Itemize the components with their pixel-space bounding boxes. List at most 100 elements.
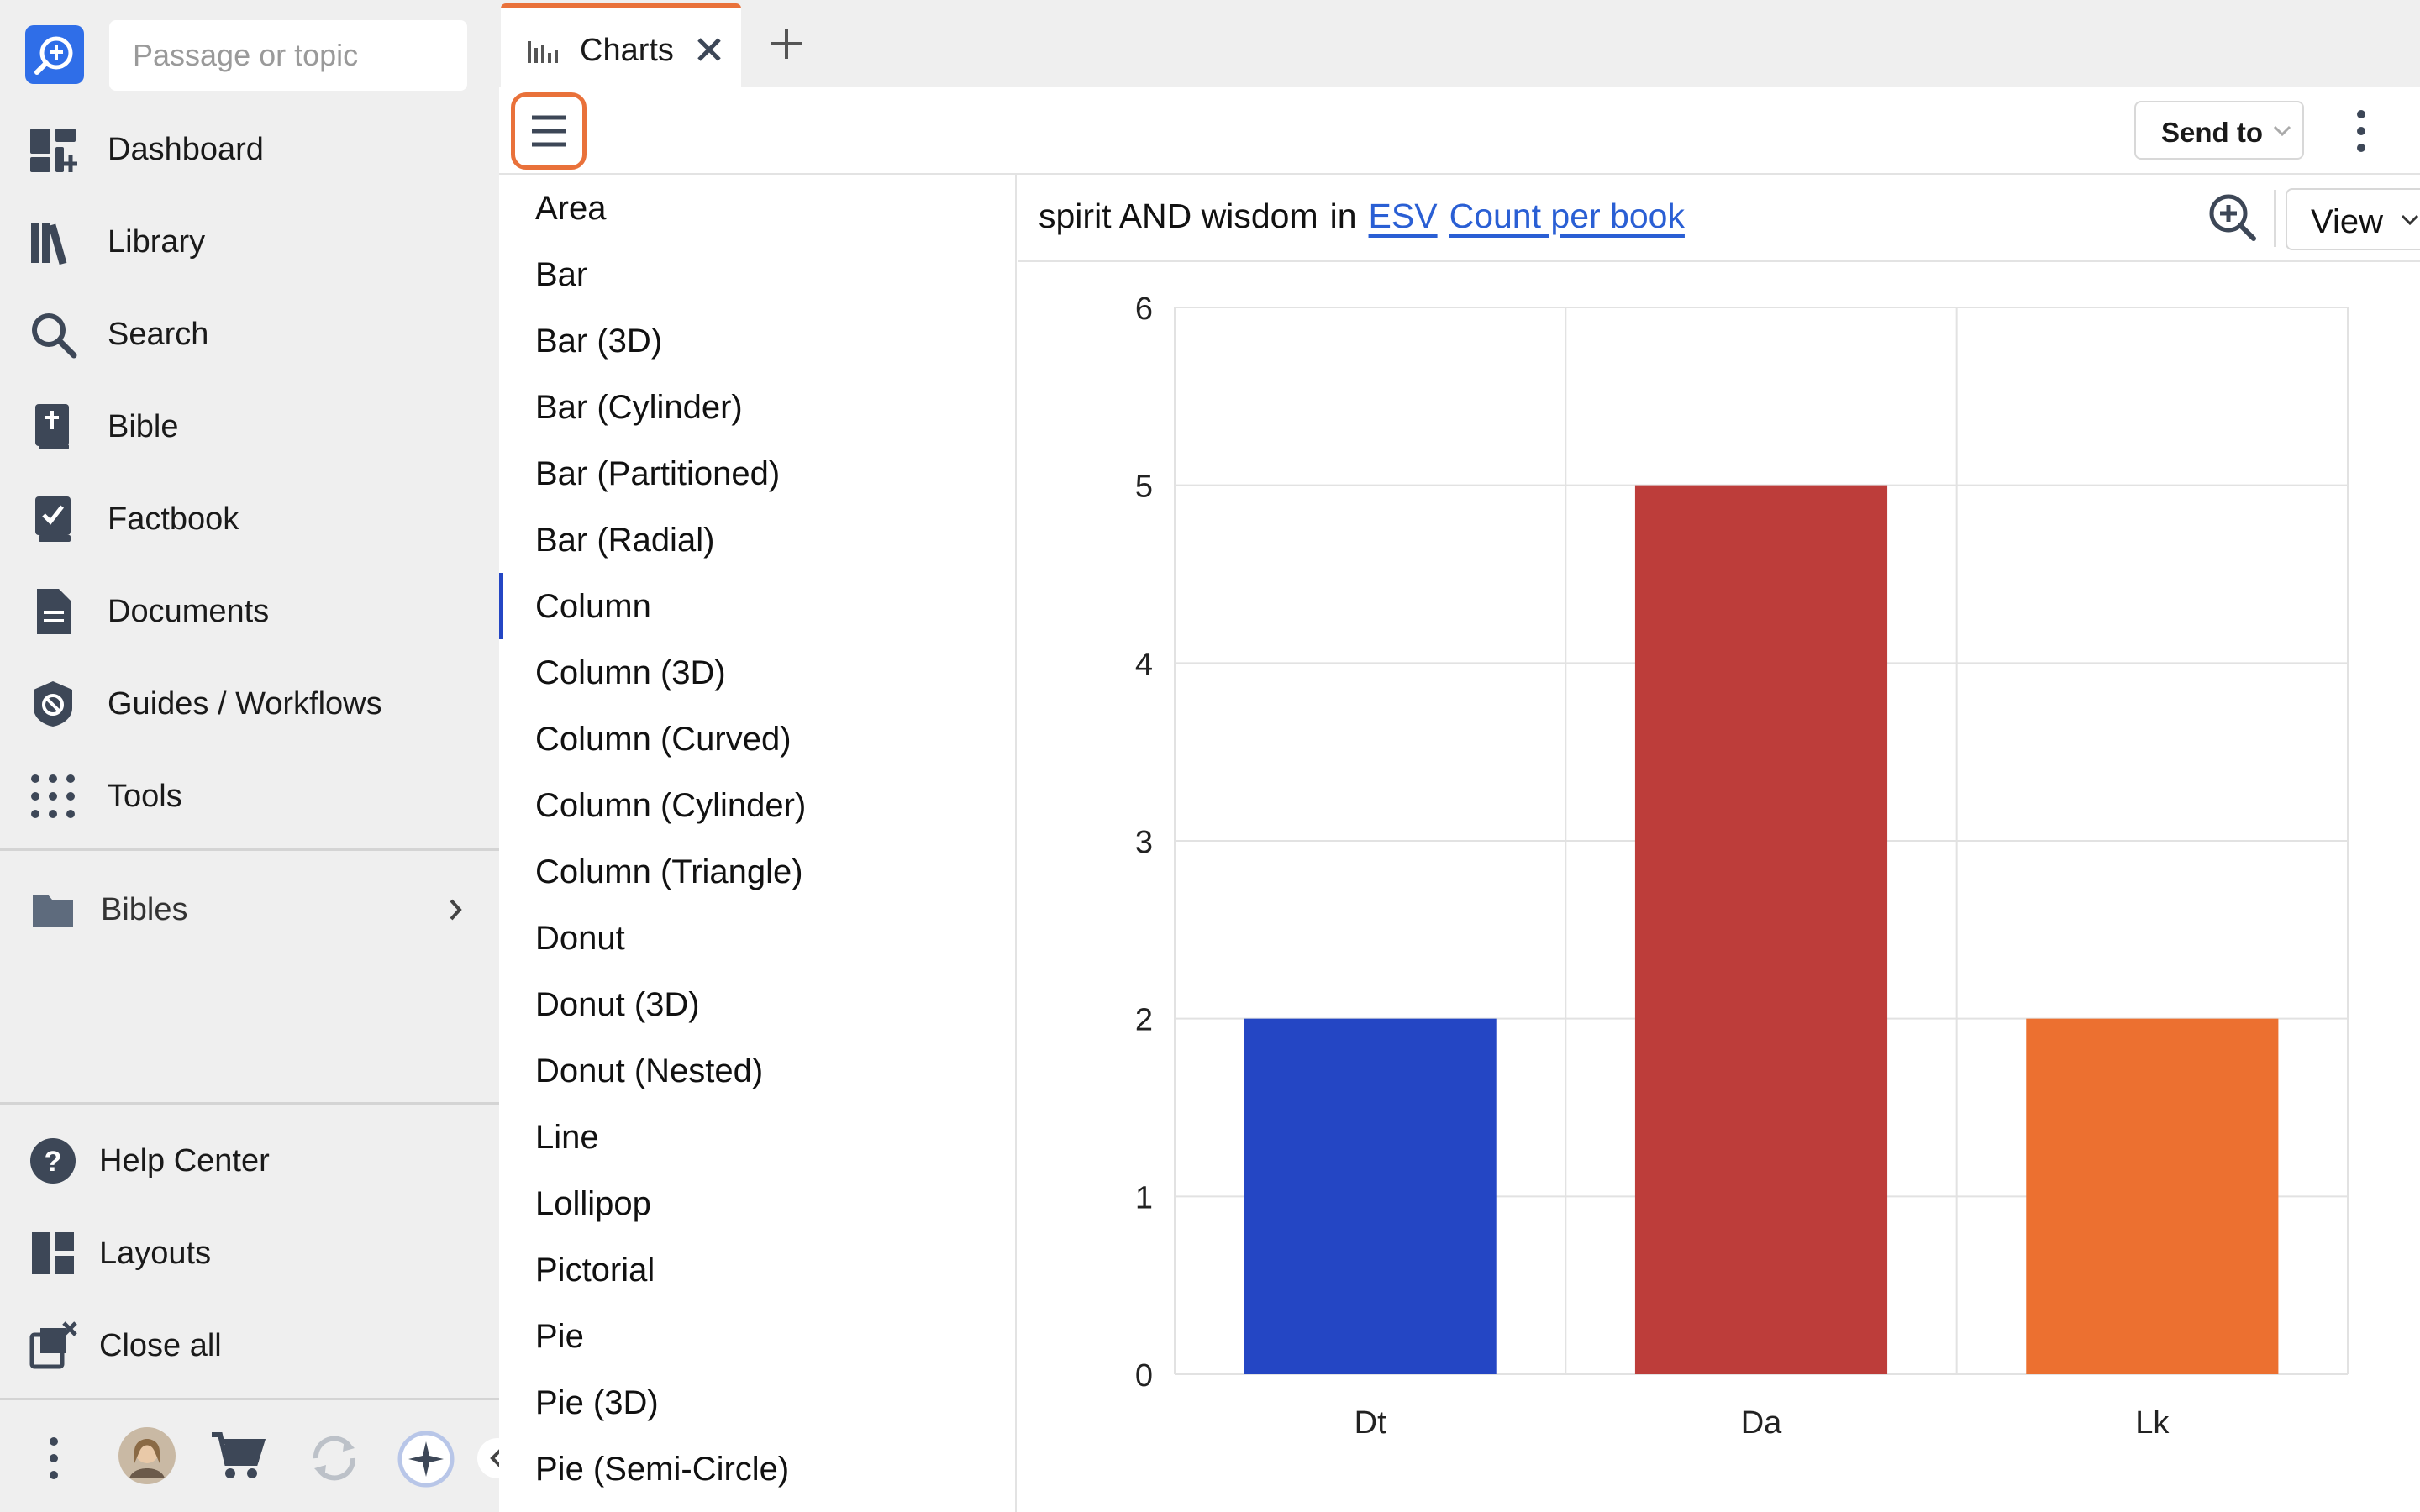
chart-type-item[interactable]: Line xyxy=(499,1104,1015,1170)
header-divider xyxy=(2274,190,2276,247)
more-vertical-icon[interactable] xyxy=(44,1435,64,1486)
sidebar-divider xyxy=(0,848,499,851)
chart-type-item[interactable]: Donut (Nested) xyxy=(499,1037,1015,1104)
chart-type-item[interactable]: Lollipop xyxy=(499,1170,1015,1236)
chart-type-label: Bar (3D) xyxy=(535,323,663,360)
sidebar-divider xyxy=(0,1398,499,1400)
tools-grid-icon xyxy=(27,770,79,822)
chart-type-label: Column xyxy=(535,588,651,625)
chart-type-menu-button[interactable] xyxy=(511,92,587,170)
y-tick-label: 1 xyxy=(1135,1180,1153,1215)
chart-type-list: Area Bar Bar (3D) Bar (Cylinder) Bar (Partit… xyxy=(499,175,1017,1512)
chart-type-label: Pie (3D) xyxy=(535,1384,659,1421)
chart-type-label: Pie xyxy=(535,1318,584,1355)
column-chart: 0 1 2 3 4 5 6 Dt Da Lk xyxy=(1135,291,2349,1441)
documents-icon xyxy=(27,585,79,638)
sidebar-item-search[interactable]: Search xyxy=(0,297,499,372)
bible-icon xyxy=(27,401,79,453)
send-to-button[interactable]: Send to xyxy=(2134,101,2304,160)
cart-icon[interactable] xyxy=(210,1430,266,1486)
search-icon xyxy=(27,308,79,360)
bar-da xyxy=(1634,485,1888,1374)
chart-type-item[interactable]: Column (Triangle) xyxy=(499,838,1015,905)
version-link[interactable]: ESV xyxy=(1368,197,1438,235)
close-all-button[interactable]: Close all xyxy=(0,1308,499,1383)
chart-type-label: Bar xyxy=(535,256,588,293)
help-center-button[interactable]: ? Help Center xyxy=(0,1123,499,1199)
sidebar-item-dashboard[interactable]: Dashboard xyxy=(0,112,499,187)
sidebar-bottom-bar xyxy=(0,1404,518,1512)
chart-type-label: Area xyxy=(535,190,607,227)
chart-type-item[interactable]: Column (Cylinder) xyxy=(499,772,1015,838)
passage-search-input[interactable] xyxy=(109,20,467,91)
ai-assistant-icon[interactable] xyxy=(397,1430,455,1493)
chart-type-item[interactable]: Column (Curved) xyxy=(499,706,1015,772)
panel-toolbar: Send to xyxy=(499,87,2420,175)
sidebar-folder-label: Bibles xyxy=(101,891,188,927)
sidebar-item-label: Library xyxy=(108,223,206,260)
sidebar-item-label: Bible xyxy=(108,408,179,444)
close-icon[interactable] xyxy=(692,33,726,71)
layouts-icon xyxy=(27,1227,79,1279)
sidebar-item-factbook[interactable]: Factbook xyxy=(0,481,499,557)
sidebar-item-guides-workflows[interactable]: Guides / Workflows xyxy=(0,666,499,742)
chart-type-item[interactable]: Column (3D) xyxy=(499,639,1015,706)
chart-bars-icon xyxy=(526,38,561,67)
chart-type-label: Lollipop xyxy=(535,1185,651,1222)
chart-type-label: Line xyxy=(535,1119,599,1156)
chart-type-item[interactable]: Bar (Radial) xyxy=(499,507,1015,573)
chart-type-item[interactable]: Bar (Partitioned) xyxy=(499,440,1015,507)
chart-type-item[interactable]: Pictorial xyxy=(499,1236,1015,1303)
sidebar-item-tools[interactable]: Tools xyxy=(0,759,499,834)
folder-icon xyxy=(27,884,79,936)
chart-type-label: Pictorial xyxy=(535,1252,655,1289)
sidebar-item-bible[interactable]: Bible xyxy=(0,389,499,465)
chart-type-item[interactable]: Donut xyxy=(499,905,1015,971)
query-connector: in xyxy=(1329,197,1357,235)
chart-type-label: Column (Cylinder) xyxy=(535,787,807,824)
sidebar-item-label: Dashboard xyxy=(108,131,264,167)
chart-type-label: Column (Triangle) xyxy=(535,853,803,890)
chart-type-item[interactable]: Pie xyxy=(499,1303,1015,1369)
sidebar-item-documents[interactable]: Documents xyxy=(0,574,499,649)
sidebar-item-library[interactable]: Library xyxy=(0,204,499,280)
sidebar-item-label: Tools xyxy=(108,778,182,814)
sidebar-folder-bibles[interactable]: Bibles xyxy=(0,872,499,948)
layouts-button[interactable]: Layouts xyxy=(0,1215,499,1291)
close-all-label: Close all xyxy=(99,1327,222,1363)
chart-type-item[interactable]: Bar (Cylinder) xyxy=(499,374,1015,440)
guides-icon xyxy=(27,678,79,730)
more-options-icon[interactable] xyxy=(2353,108,2370,159)
factbook-icon xyxy=(27,493,79,545)
query-text: spirit AND wisdom xyxy=(1039,197,1318,235)
sync-icon[interactable] xyxy=(308,1431,361,1489)
chart-type-item[interactable]: Pie (Semi-Circle) xyxy=(499,1436,1015,1502)
sidebar-divider xyxy=(0,1102,499,1105)
tab-charts[interactable]: Charts xyxy=(501,3,741,89)
chart-type-item[interactable]: Bar xyxy=(499,241,1015,307)
chart-type-label: Donut xyxy=(535,920,625,957)
y-tick-label: 0 xyxy=(1135,1358,1153,1394)
app-logo[interactable] xyxy=(25,25,84,84)
chart-type-item[interactable]: Pie (3D) xyxy=(499,1369,1015,1436)
chart-query-header: spirit AND wisdom in ESV Count per book … xyxy=(1018,175,2420,262)
add-tab-icon[interactable] xyxy=(768,25,805,66)
view-button[interactable]: View xyxy=(2286,188,2420,250)
avatar[interactable] xyxy=(118,1426,176,1489)
chart-type-item[interactable]: Area xyxy=(499,175,1015,241)
chart-type-item[interactable]: Column xyxy=(499,573,1015,639)
chart-type-item[interactable]: Bar (3D) xyxy=(499,307,1015,374)
close-all-icon xyxy=(27,1320,79,1372)
chevron-down-icon xyxy=(2273,125,2291,137)
chart-type-label: Donut (Nested) xyxy=(535,1053,764,1089)
chart-type-item[interactable]: Donut (3D) xyxy=(499,971,1015,1037)
chevron-right-icon xyxy=(444,895,467,928)
dashboard-icon xyxy=(27,123,79,176)
zoom-in-icon[interactable] xyxy=(2207,192,2257,246)
chart-type-label: Bar (Radial) xyxy=(535,522,715,559)
measure-link[interactable]: Count per book xyxy=(1449,197,1685,235)
chart-type-label: Bar (Partitioned) xyxy=(535,455,781,492)
tab-strip: Charts xyxy=(499,0,2420,89)
logo-icon xyxy=(34,36,73,75)
help-center-label: Help Center xyxy=(99,1142,270,1179)
